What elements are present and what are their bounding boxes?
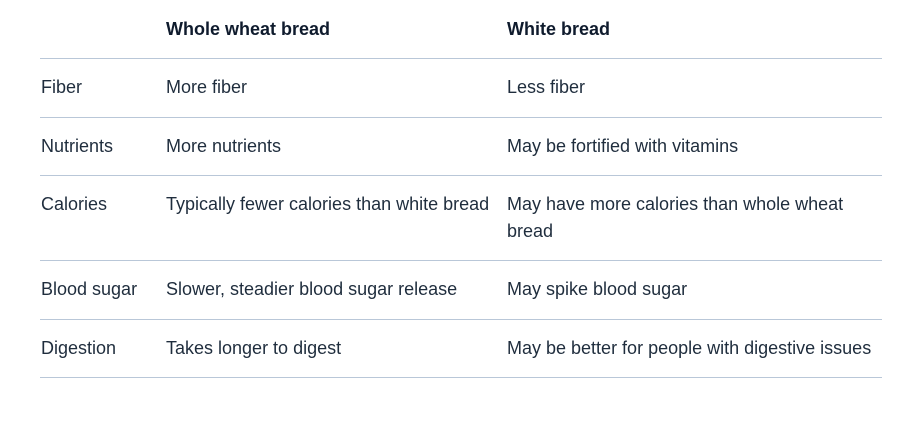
header-white-bread: White bread [506, 0, 882, 59]
cell-whole-wheat: Typically fewer calories than white brea… [165, 175, 506, 261]
table-row: Fiber More fiber Less fiber [40, 58, 882, 118]
row-label-fiber: Fiber [40, 58, 165, 118]
comparison-table: Whole wheat bread White bread Fiber More… [40, 0, 882, 378]
cell-whole-wheat: Slower, steadier blood sugar release [165, 260, 506, 320]
cell-white-bread: May spike blood sugar [506, 260, 882, 320]
row-label-calories: Calories [40, 175, 165, 261]
cell-whole-wheat: More nutrients [165, 117, 506, 176]
cell-whole-wheat: More fiber [165, 58, 506, 118]
row-label-blood-sugar: Blood sugar [40, 260, 165, 320]
row-label-nutrients: Nutrients [40, 117, 165, 176]
table-row: Digestion Takes longer to digest May be … [40, 319, 882, 378]
table-header-row: Whole wheat bread White bread [40, 0, 882, 59]
cell-whole-wheat: Takes longer to digest [165, 319, 506, 378]
cell-white-bread: Less fiber [506, 58, 882, 118]
header-whole-wheat: Whole wheat bread [165, 0, 506, 59]
table-row: Blood sugar Slower, steadier blood sugar… [40, 260, 882, 320]
table-row: Nutrients More nutrients May be fortifie… [40, 117, 882, 176]
cell-white-bread: May be better for people with digestive … [506, 319, 882, 378]
row-label-digestion: Digestion [40, 319, 165, 378]
cell-white-bread: May have more calories than whole wheat … [506, 175, 882, 261]
header-empty-cell [40, 0, 165, 59]
table-row: Calories Typically fewer calories than w… [40, 175, 882, 261]
cell-white-bread: May be fortified with vitamins [506, 117, 882, 176]
